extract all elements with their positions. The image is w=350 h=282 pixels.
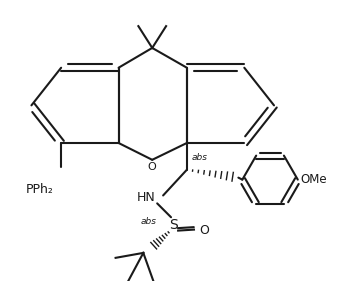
Text: O: O bbox=[199, 224, 209, 237]
Text: abs: abs bbox=[192, 153, 208, 162]
Text: O: O bbox=[148, 162, 156, 172]
Text: S: S bbox=[169, 218, 177, 232]
Text: OMe: OMe bbox=[301, 173, 327, 186]
Text: abs: abs bbox=[140, 217, 156, 226]
Text: PPh₂: PPh₂ bbox=[26, 182, 53, 196]
Text: HN: HN bbox=[136, 191, 155, 204]
